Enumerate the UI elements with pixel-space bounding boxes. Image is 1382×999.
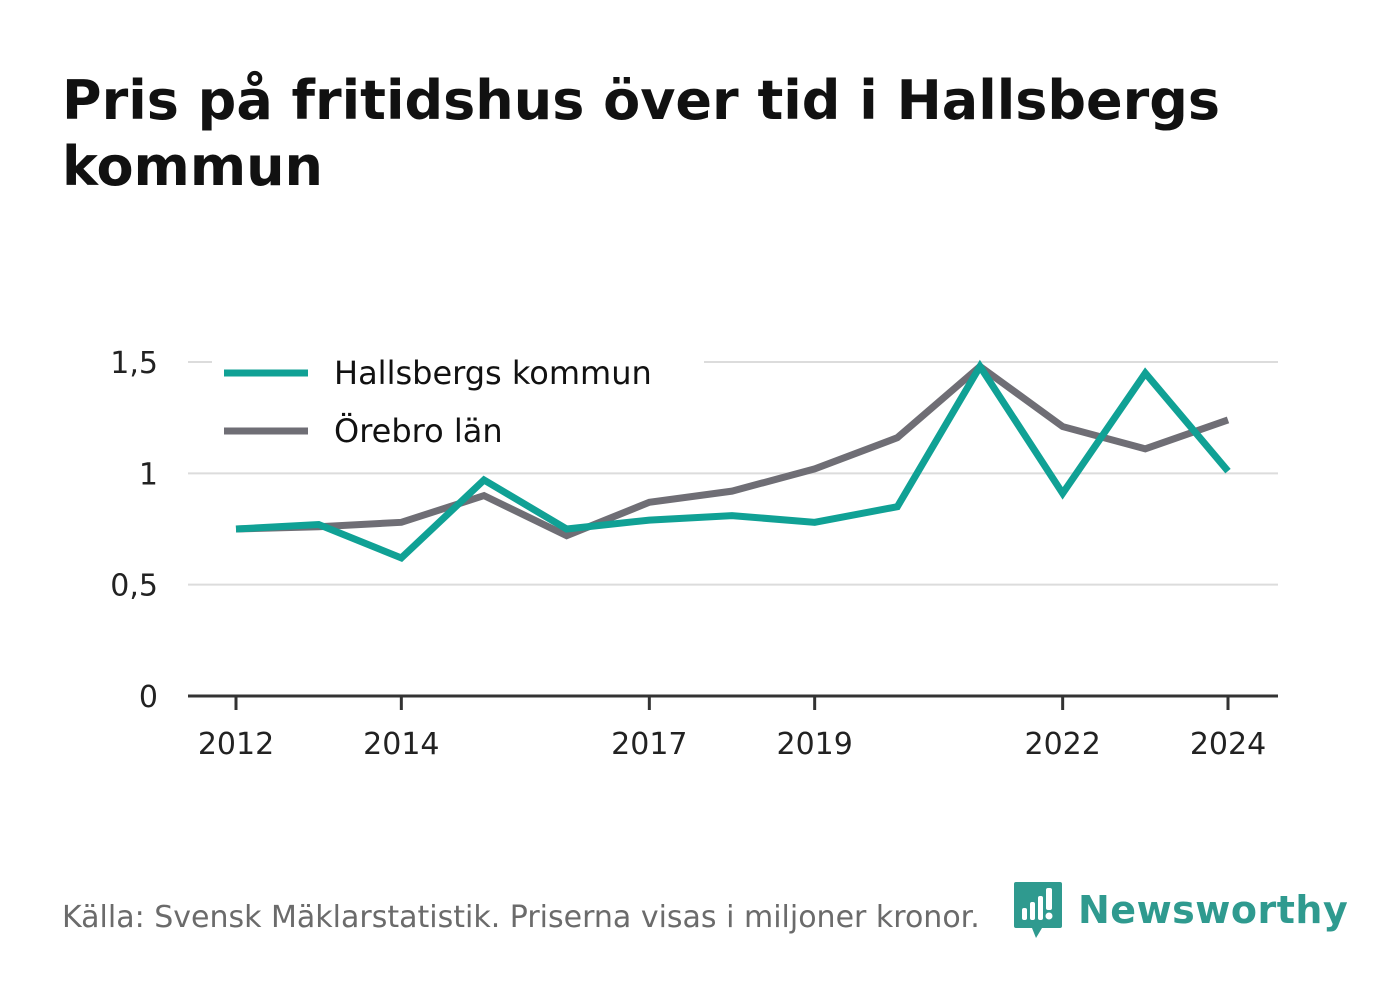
legend-label: Hallsbergs kommun (334, 354, 652, 392)
x-tick-label: 2022 (1024, 727, 1100, 762)
y-tick-label: 1,5 (110, 346, 158, 381)
axes: 0 0,5 1 1,5 2012 2014 2017 2019 2022 2024 (110, 346, 1278, 762)
newsworthy-logo-icon (1014, 882, 1062, 938)
y-tick-label: 0 (139, 680, 158, 715)
brand-logo: Newsworthy (1012, 878, 1348, 942)
series-line-hallsbergs-kommun (235, 359, 1231, 563)
series-lines (235, 359, 1231, 563)
legend-background (212, 350, 704, 462)
x-tick-label: 2019 (776, 727, 852, 762)
x-tick-label: 2017 (611, 727, 687, 762)
x-tick-label: 2014 (363, 727, 439, 762)
x-tick-label: 2024 (1190, 727, 1266, 762)
x-tick-label: 2012 (198, 727, 274, 762)
legend: Hallsbergs kommun Örebro län (212, 350, 704, 462)
chart-title: Pris på fritidshus över tid i Hallsbergs… (62, 69, 1221, 198)
series-line-orebro-lan (235, 361, 1230, 540)
y-tick-label: 0,5 (110, 569, 158, 604)
brand-name: Newsworthy (1078, 888, 1349, 932)
y-tick-label: 1 (139, 457, 158, 492)
source-note: Källa: Svensk Mäklarstatistik. Priserna … (62, 900, 980, 935)
legend-label: Örebro län (334, 412, 503, 450)
